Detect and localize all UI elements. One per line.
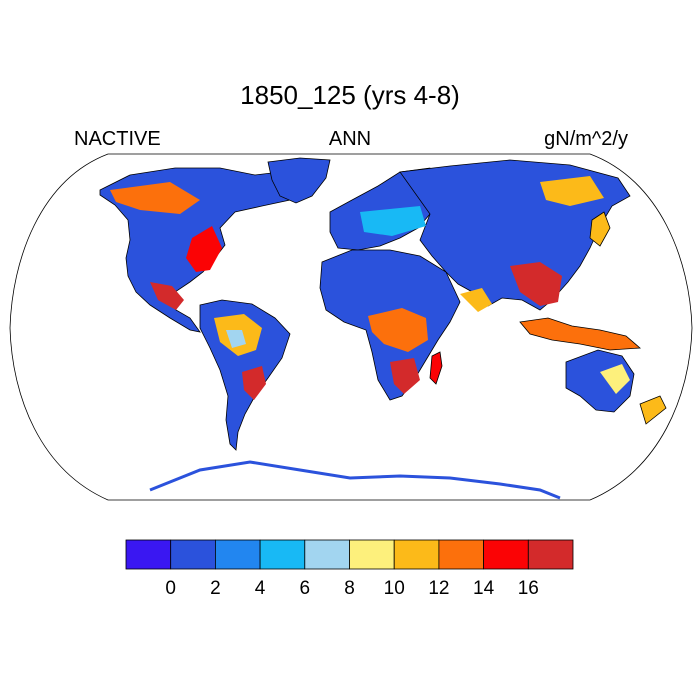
colorbar-tick-label: 16 xyxy=(518,578,539,599)
colorbar-tick-label: 8 xyxy=(344,578,355,599)
map-title: 1850_125 (yrs 4-8) xyxy=(240,80,460,110)
japan xyxy=(589,211,611,247)
colorbar-box xyxy=(304,539,350,570)
colorbar-box xyxy=(438,539,484,570)
colorbar-box xyxy=(527,539,574,570)
greenland xyxy=(267,157,331,204)
colorbar-box xyxy=(170,539,216,570)
colorbar-box xyxy=(349,539,395,570)
colorbar-box xyxy=(214,539,261,570)
colorbar-boxes xyxy=(125,539,574,570)
australia xyxy=(565,349,635,413)
new-zealand xyxy=(639,395,667,425)
antarctica xyxy=(149,460,561,500)
high-value-regions xyxy=(110,176,630,400)
colorbar-tick-label: 10 xyxy=(384,578,405,599)
colorbar-box xyxy=(483,539,529,570)
colorbar-tick-label: 2 xyxy=(210,578,221,599)
units-label: gN/m^2/y xyxy=(544,128,628,150)
variable-label: NACTIVE xyxy=(74,128,161,150)
madagascar xyxy=(429,351,443,385)
colorbar-tick-label: 12 xyxy=(428,578,449,599)
colorbar-tick-label: 14 xyxy=(473,578,495,599)
colorbar-box xyxy=(259,539,306,570)
colorbar-ticks: 0 2 4 6 8 10 12 14 16 xyxy=(165,578,538,599)
colorbar-tick-label: 0 xyxy=(165,578,176,599)
colorbar-tick-label: 4 xyxy=(255,578,266,599)
season-label: ANN xyxy=(328,128,372,150)
colorbar-tick-label: 6 xyxy=(300,578,311,599)
colorbar-box xyxy=(393,539,440,570)
colorbar-box xyxy=(125,539,172,570)
land-layer xyxy=(99,157,667,500)
indonesia xyxy=(519,317,642,351)
map-outline xyxy=(9,153,693,501)
